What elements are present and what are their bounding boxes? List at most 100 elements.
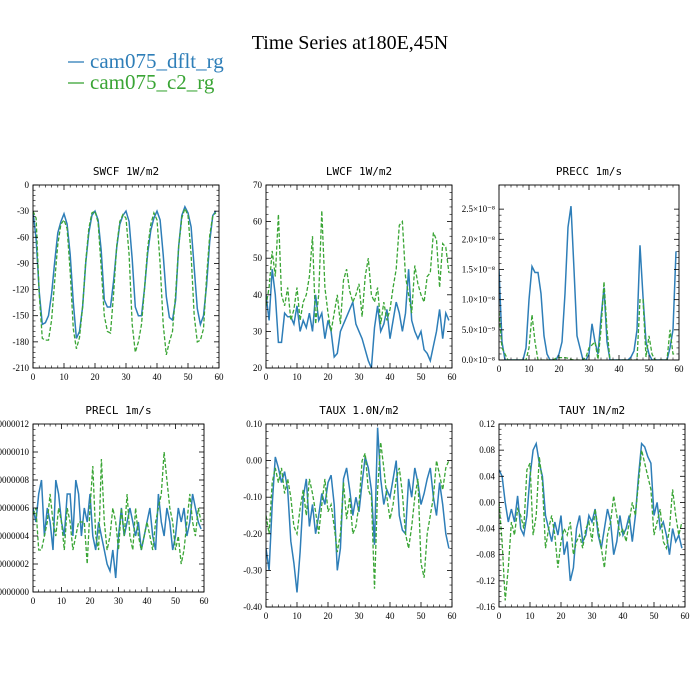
x-tick-label: 40 bbox=[615, 364, 625, 374]
y-tick-label: 2.5×10⁻⁸ bbox=[462, 204, 495, 214]
x-tick-label: 10 bbox=[57, 596, 67, 606]
y-tick-label: 20 bbox=[253, 363, 263, 373]
x-tick-label: 20 bbox=[557, 611, 567, 621]
y-tick-label: 0.0000008 bbox=[0, 475, 30, 485]
x-tick-label: 10 bbox=[525, 364, 535, 374]
y-tick-label: -210 bbox=[13, 363, 30, 373]
x-tick-label: 0 bbox=[497, 611, 502, 621]
y-tick-label: 60 bbox=[253, 217, 263, 227]
y-tick-label: -0.12 bbox=[476, 576, 495, 586]
series-line-1 bbox=[499, 281, 676, 360]
x-tick-label: 50 bbox=[171, 596, 181, 606]
x-tick-label: 30 bbox=[355, 372, 365, 382]
x-tick-label: 20 bbox=[324, 372, 334, 382]
figure-title: Time Series at180E,45N bbox=[252, 32, 448, 54]
series-line-0 bbox=[499, 441, 683, 582]
y-tick-label: 0.04 bbox=[479, 471, 495, 481]
x-tick-label: 0 bbox=[31, 596, 36, 606]
x-tick-label: 30 bbox=[588, 611, 598, 621]
x-tick-label: 10 bbox=[60, 372, 70, 382]
y-tick-label: -120 bbox=[13, 285, 30, 295]
x-tick-label: 30 bbox=[585, 364, 595, 374]
y-tick-label: 0.00 bbox=[479, 497, 495, 507]
series-line-1 bbox=[266, 210, 450, 332]
x-tick-label: 20 bbox=[324, 611, 334, 621]
y-tick-label: -180 bbox=[13, 337, 30, 347]
y-tick-label: 0.12 bbox=[479, 419, 495, 429]
x-tick-label: 0 bbox=[31, 372, 36, 382]
panel-1: LWCF 1W/m2 0 10 20 30 40 50 60 20 30 40 50 60 70 bbox=[253, 165, 457, 382]
x-tick-label: 40 bbox=[386, 611, 396, 621]
panel-title: TAUX 1.0N/m2 bbox=[319, 404, 398, 417]
y-tick-label: -0.20 bbox=[243, 529, 262, 539]
x-tick-label: 10 bbox=[293, 611, 303, 621]
y-tick-label: 0 bbox=[25, 180, 30, 190]
series-line-0 bbox=[266, 269, 450, 368]
x-tick-label: 60 bbox=[448, 611, 458, 621]
x-tick-label: 10 bbox=[526, 611, 536, 621]
plot-frame bbox=[265, 184, 453, 369]
x-tick-label: 10 bbox=[293, 372, 303, 382]
y-tick-label: 1.0×10⁻⁸ bbox=[462, 295, 495, 305]
series-line-0 bbox=[33, 204, 217, 339]
y-tick-label: 0.08 bbox=[479, 445, 495, 455]
x-tick-label: 40 bbox=[153, 372, 163, 382]
y-tick-label: 70 bbox=[253, 180, 263, 190]
y-tick-label: 0.0×10⁻⁸ bbox=[462, 355, 495, 365]
y-tick-label: 1.5×10⁻⁸ bbox=[462, 264, 495, 274]
panel-5: TAUY 1N/m2 0 10 20 30 40 50 60 0.12 0.08 0.04 0.00 -… bbox=[476, 404, 690, 621]
series-line-1 bbox=[266, 442, 450, 589]
y-tick-label: -60 bbox=[17, 232, 29, 242]
panel-title: PRECC 1m/s bbox=[556, 165, 622, 178]
panel-title: SWCF 1W/m2 bbox=[93, 165, 159, 178]
panel-2: PRECC 1m/s 0 10 20 30 40 50 60 0.0×10⁻⁸ 5.0×10⁻⁹ 1… bbox=[462, 165, 684, 374]
plot-frame bbox=[265, 423, 453, 608]
y-tick-label: -0.08 bbox=[476, 550, 495, 560]
x-tick-label: 0 bbox=[497, 364, 502, 374]
panel-title: TAUY 1N/m2 bbox=[559, 404, 625, 417]
y-tick-label: 40 bbox=[253, 290, 263, 300]
y-tick-label: 30 bbox=[253, 326, 263, 336]
panel-0: SWCF 1W/m2 0 10 20 30 40 50 60 0 -30 -60 -90 -120 -15… bbox=[13, 165, 225, 382]
x-tick-label: 20 bbox=[86, 596, 96, 606]
y-tick-label: -0.30 bbox=[243, 565, 262, 575]
panel-4: TAUX 1.0N/m2 0 10 20 30 40 50 60 0.10 0.00 -0.10 -0… bbox=[243, 404, 457, 621]
series-line-0 bbox=[266, 427, 450, 593]
series-line-1 bbox=[33, 451, 202, 565]
plot-frame bbox=[498, 184, 680, 361]
y-tick-label: -0.10 bbox=[243, 492, 262, 502]
x-tick-label: 60 bbox=[200, 596, 210, 606]
series-line-1 bbox=[33, 206, 217, 356]
x-tick-label: 30 bbox=[355, 611, 365, 621]
x-tick-label: 40 bbox=[143, 596, 153, 606]
x-tick-label: 20 bbox=[91, 372, 101, 382]
panels: SWCF 1W/m2 0 10 20 30 40 50 60 0 -30 -60 -90 -120 -15… bbox=[0, 165, 690, 621]
panel-title: PRECL 1m/s bbox=[85, 404, 151, 417]
y-tick-label: 5.0×10⁻⁹ bbox=[462, 325, 495, 335]
series-line-1 bbox=[499, 449, 683, 601]
y-tick-label: 2.0×10⁻⁸ bbox=[462, 234, 495, 244]
y-tick-label: 0.10 bbox=[246, 419, 262, 429]
y-tick-label: -0.16 bbox=[476, 602, 495, 612]
series-line-0 bbox=[499, 205, 677, 360]
x-tick-label: 20 bbox=[555, 364, 565, 374]
y-tick-label: -90 bbox=[17, 258, 29, 268]
y-tick-label: -0.04 bbox=[476, 524, 495, 534]
x-tick-label: 40 bbox=[619, 611, 629, 621]
x-tick-label: 60 bbox=[215, 372, 225, 382]
y-tick-label: 50 bbox=[253, 253, 263, 263]
legend-label: cam075_dflt_rg bbox=[90, 49, 224, 73]
y-tick-label: 0.0000006 bbox=[0, 503, 30, 513]
y-tick-label: 0.0000004 bbox=[0, 531, 30, 541]
x-tick-label: 50 bbox=[417, 611, 427, 621]
panel-title: LWCF 1W/m2 bbox=[326, 165, 392, 178]
y-tick-label: 0.0000010 bbox=[0, 447, 30, 457]
x-tick-label: 50 bbox=[417, 372, 427, 382]
x-tick-label: 0 bbox=[264, 372, 269, 382]
